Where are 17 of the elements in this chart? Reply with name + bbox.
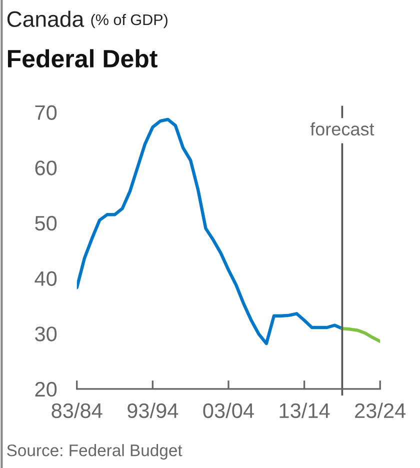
chart-subtitle: Federal Debt (8, 49, 158, 68)
x-tick-label: 83/84 (52, 402, 102, 418)
x-tick-label: 23/24 (355, 402, 406, 418)
y-tick-label: 30 (35, 326, 57, 342)
text: (% of GDP) (91, 14, 168, 28)
line-series (340, 326, 380, 343)
y-tick-label: 70 (35, 105, 57, 120)
y-tick-label: 60 (35, 160, 57, 176)
source-note: Source: Federal Budget (7, 444, 182, 460)
y-tick-label: 40 (34, 271, 57, 286)
x-tick-label: 93/94 (128, 402, 178, 418)
y-tick-label: 50 (35, 216, 57, 231)
y-tick-label: 20 (35, 382, 57, 397)
x-tick-label: 03/04 (203, 402, 254, 418)
chart-title: Canada (7, 10, 84, 28)
x-tick-label: 13/14 (280, 402, 330, 418)
annotation: forecast (310, 122, 374, 136)
